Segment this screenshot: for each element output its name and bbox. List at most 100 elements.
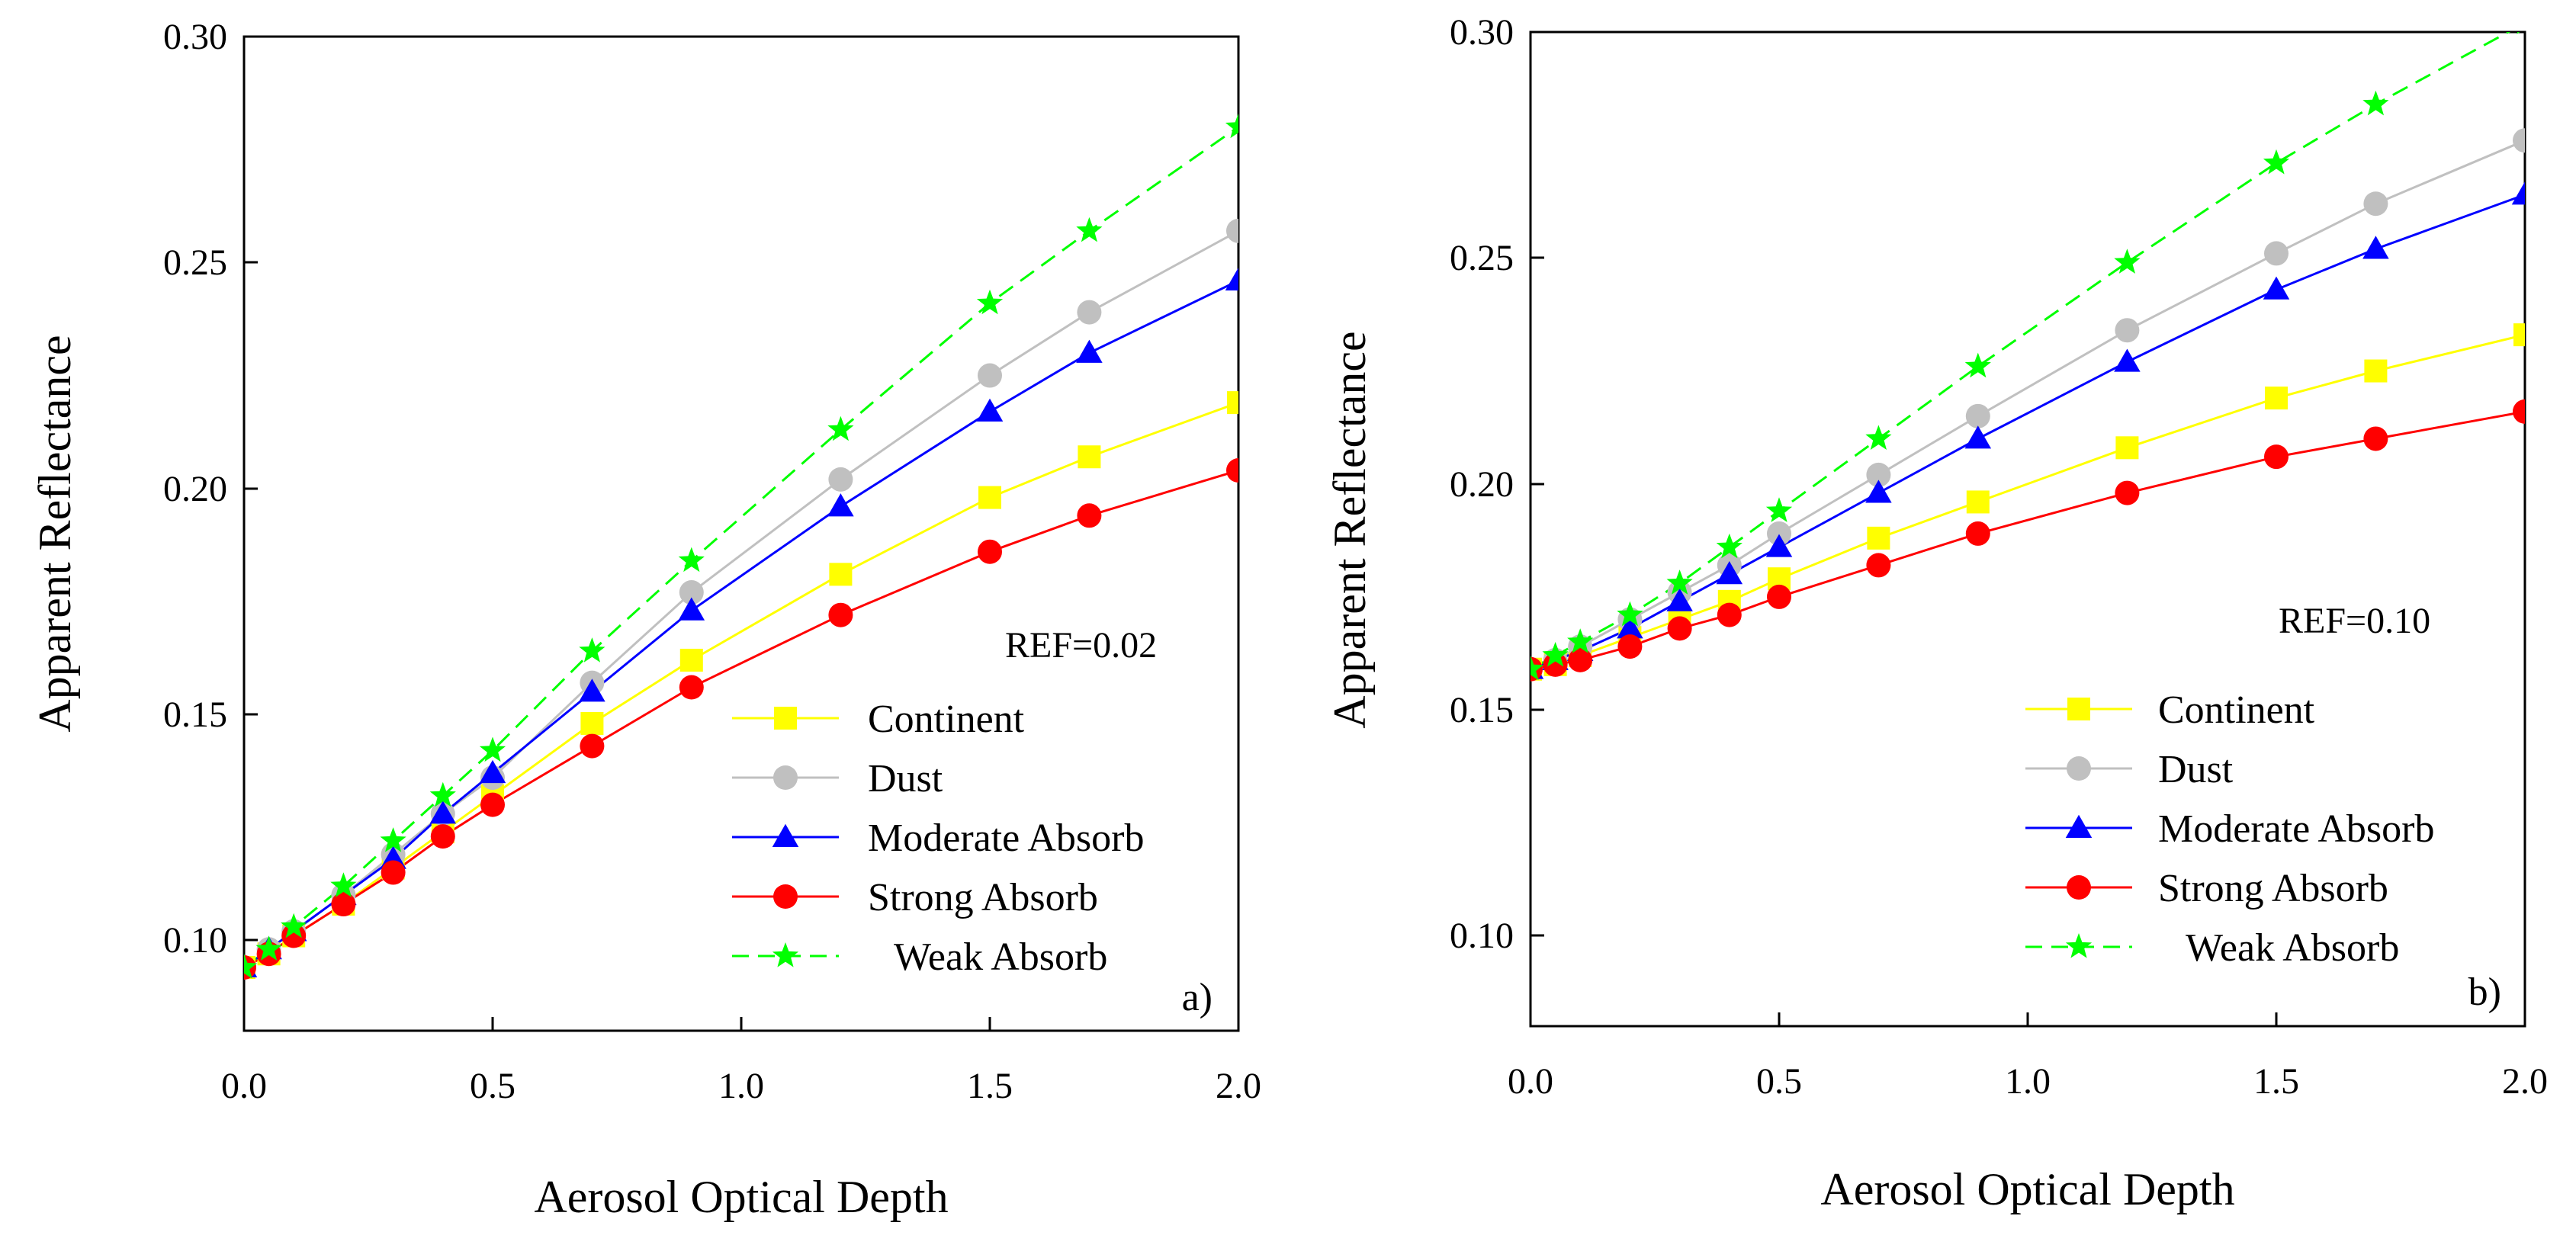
legend-marker-continent	[2067, 698, 2090, 720]
legend-item-moderate-absorb: Moderate Absorb	[2025, 807, 2434, 851]
data-point-strong-absorb	[1667, 616, 1692, 641]
data-point-continent	[1078, 445, 1101, 469]
data-point-weak-absorb	[1076, 217, 1103, 242]
panel-label: a)	[1182, 976, 1213, 1019]
legend-label: Weak Absorb	[2186, 926, 2399, 970]
data-point-moderate-absorb	[479, 759, 506, 784]
data-point-weak-absorb	[976, 289, 1004, 315]
legend-label: Dust	[868, 757, 943, 800]
legend-label: Continent	[868, 698, 1025, 741]
legend: Continent Dust Moderate Absorb Strong Ab…	[2025, 688, 2434, 970]
data-point-strong-absorb	[1965, 521, 1990, 546]
data-point-strong-absorb	[430, 824, 455, 849]
data-point-strong-absorb	[1717, 602, 1742, 627]
x-axis-title: Aerosol Optical Depth	[1820, 1164, 2234, 1214]
data-point-weak-absorb	[2517, 32, 2520, 34]
x-tick-label: 1.5	[2253, 1061, 2299, 1102]
series-group	[1531, 32, 2525, 682]
legend-label: Continent	[2158, 688, 2315, 732]
y-tick-label: 0.30	[163, 17, 227, 57]
legend-marker-dust	[773, 765, 798, 790]
data-point-continent	[1227, 391, 1238, 415]
data-point-moderate-absorb	[1716, 561, 1743, 585]
data-point-strong-absorb	[381, 860, 406, 885]
legend-label: Moderate Absorb	[868, 816, 1144, 860]
data-point-strong-absorb	[828, 602, 853, 627]
data-point-continent	[2364, 359, 2388, 383]
data-point-strong-absorb	[2115, 480, 2140, 505]
data-point-strong-absorb	[1866, 553, 1891, 578]
legend-item-dust: Dust	[2025, 748, 2234, 791]
legend-label: Weak Absorb	[894, 935, 1107, 979]
ref-annotation: REF=0.02	[1005, 625, 1157, 666]
data-point-moderate-absorb	[1076, 339, 1103, 363]
data-point-dust	[2513, 128, 2525, 153]
x-tick-label: 1.0	[718, 1066, 764, 1106]
x-axis-title: Aerosol Optical Depth	[534, 1172, 948, 1222]
data-point-weak-absorb	[2362, 90, 2389, 116]
data-point-dust	[2264, 241, 2289, 266]
data-point-weak-absorb	[1531, 655, 1544, 681]
legend-marker-continent	[774, 707, 797, 730]
data-point-strong-absorb	[679, 675, 704, 700]
data-point-strong-absorb	[580, 733, 605, 759]
data-point-strong-absorb	[1226, 458, 1238, 483]
data-point-weak-absorb	[1567, 628, 1594, 653]
data-point-continent	[2513, 323, 2525, 347]
legend-item-strong-absorb: Strong Absorb	[2025, 867, 2388, 910]
data-point-moderate-absorb	[827, 493, 854, 517]
data-point-moderate-absorb	[429, 800, 457, 824]
data-point-weak-absorb	[2114, 249, 2141, 274]
data-point-moderate-absorb	[2511, 181, 2525, 205]
data-point-dust	[1965, 403, 1990, 428]
data-point-moderate-absorb	[1865, 480, 1892, 503]
data-point-continent	[978, 486, 1001, 509]
data-point-strong-absorb	[1568, 647, 1593, 672]
x-tick-label: 0.0	[221, 1066, 267, 1106]
data-point-weak-absorb	[255, 935, 282, 961]
data-point-moderate-absorb	[678, 597, 705, 621]
data-point-moderate-absorb	[1617, 615, 1643, 639]
data-point-continent	[1867, 526, 1890, 550]
y-axis-title: Apparent Reflectance	[1325, 331, 1375, 728]
y-tick-label: 0.30	[1450, 12, 1514, 53]
y-tick-label: 0.20	[163, 469, 227, 509]
data-point-dust	[2363, 191, 2388, 217]
data-point-continent	[2115, 436, 2139, 460]
legend-label: Strong Absorb	[868, 876, 1098, 919]
data-point-moderate-absorb	[2263, 276, 2290, 300]
data-point-strong-absorb	[1543, 652, 1568, 677]
data-point-strong-absorb	[480, 792, 505, 817]
data-point-weak-absorb	[1666, 569, 1693, 595]
legend-item-continent: Continent	[2025, 688, 2315, 732]
data-point-dust	[1226, 218, 1238, 243]
legend-marker-moderate-absorb	[772, 823, 799, 847]
data-point-strong-absorb	[1617, 634, 1643, 659]
data-point-weak-absorb	[1964, 352, 1991, 378]
legend-item-weak-absorb: Weak Absorb	[732, 935, 1107, 979]
data-point-weak-absorb	[330, 872, 357, 897]
data-point-weak-absorb	[244, 954, 258, 979]
data-point-weak-absorb	[1225, 113, 1238, 139]
data-point-dust	[1866, 462, 1891, 487]
data-point-weak-absorb	[1617, 601, 1643, 627]
data-point-strong-absorb	[2513, 399, 2525, 424]
x-tick-label: 0.5	[470, 1066, 516, 1106]
data-point-weak-absorb	[1865, 425, 1892, 450]
data-point-weak-absorb	[479, 736, 506, 762]
y-tick-label: 0.25	[1450, 238, 1514, 278]
data-point-moderate-absorb	[1964, 425, 1992, 449]
legend-marker-moderate-absorb	[2065, 814, 2093, 838]
data-point-dust	[1767, 521, 1791, 546]
legend: Continent Dust Moderate Absorb Strong Ab…	[732, 698, 1144, 979]
y-tick-label: 0.10	[1450, 916, 1514, 956]
y-tick-label: 0.25	[163, 242, 227, 283]
data-point-strong-absorb	[2363, 426, 2388, 451]
y-tick-label: 0.15	[1450, 690, 1514, 730]
data-point-continent	[580, 711, 604, 735]
data-point-weak-absorb	[1716, 533, 1742, 559]
legend-label: Strong Absorb	[2158, 867, 2388, 910]
data-point-dust	[2115, 318, 2140, 343]
legend-marker-weak-absorb	[772, 942, 799, 967]
legend-marker-dust	[2067, 756, 2091, 781]
